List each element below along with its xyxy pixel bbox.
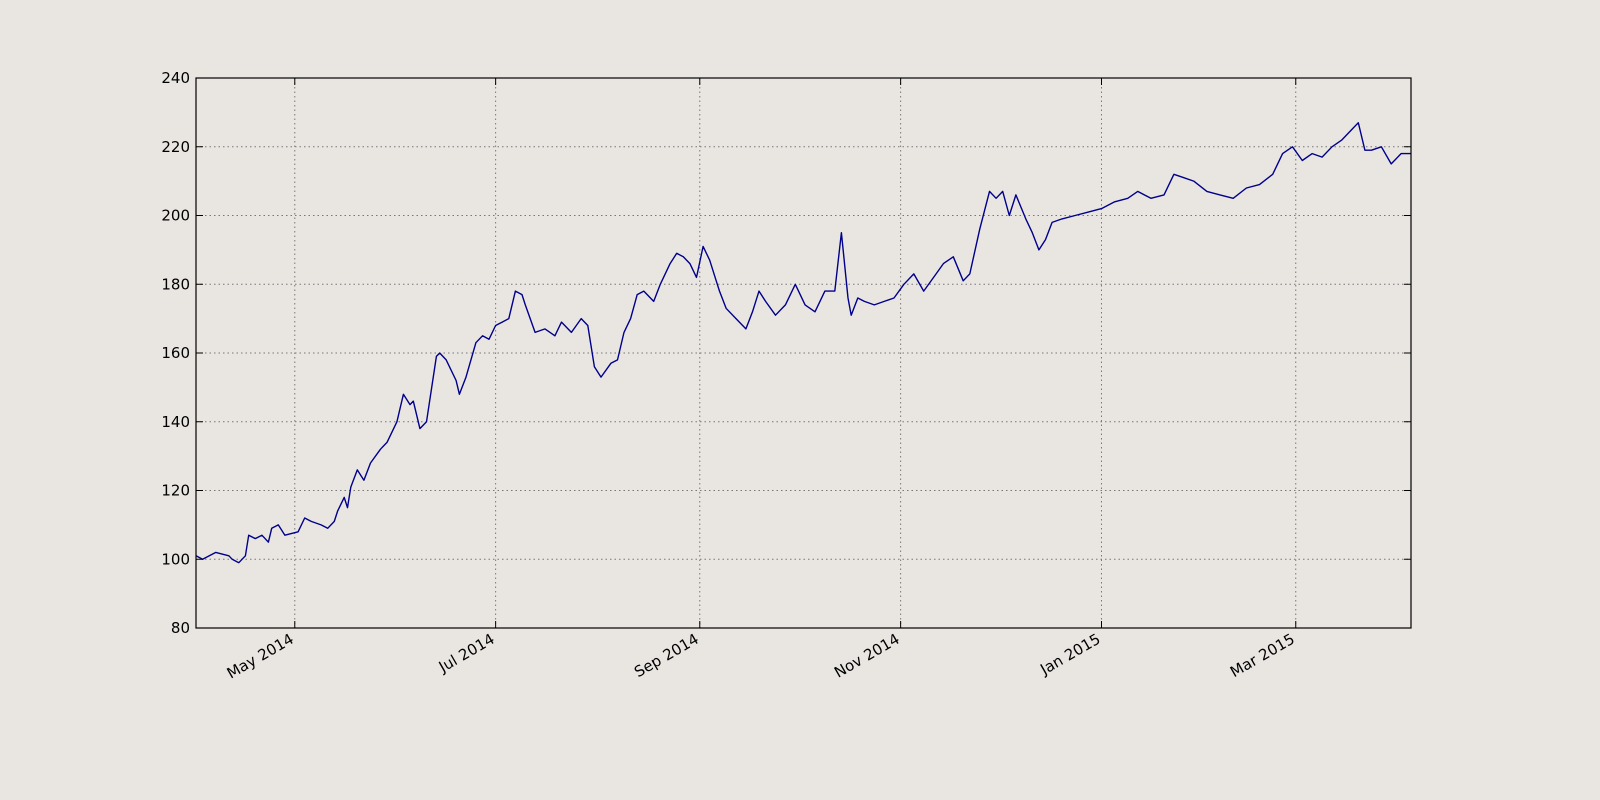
- y-tick-label: 160: [161, 344, 190, 362]
- axis-ticks: [196, 77, 1411, 629]
- y-tick-label: 240: [161, 69, 190, 87]
- x-tick-label: Jan 2015: [1036, 630, 1103, 679]
- y-tick-label: 220: [161, 138, 190, 156]
- y-tick-label: 120: [161, 482, 190, 500]
- y-tick-label: 180: [161, 275, 190, 293]
- x-tick-label: Jul 2014: [435, 630, 498, 677]
- y-axis-tick-labels: 80 100 120 140 160 180 200 220 240: [161, 69, 190, 637]
- y-tick-label: 100: [161, 550, 190, 568]
- x-tick-label: Sep 2014: [631, 630, 702, 681]
- x-tick-label: Mar 2015: [1227, 630, 1298, 681]
- series-layer: [195, 121, 1411, 564]
- series-line: [195, 121, 1411, 564]
- grid-lines: [196, 78, 1411, 628]
- y-tick-label: 200: [161, 207, 190, 225]
- y-tick-label: 140: [161, 413, 190, 431]
- y-tick-label: 80: [171, 619, 190, 637]
- x-axis-tick-labels: May 2014 Jul 2014 Sep 2014 Nov 2014 Jan 2015…: [224, 630, 1298, 683]
- x-tick-label: Nov 2014: [831, 630, 903, 682]
- x-tick-label: May 2014: [224, 630, 297, 683]
